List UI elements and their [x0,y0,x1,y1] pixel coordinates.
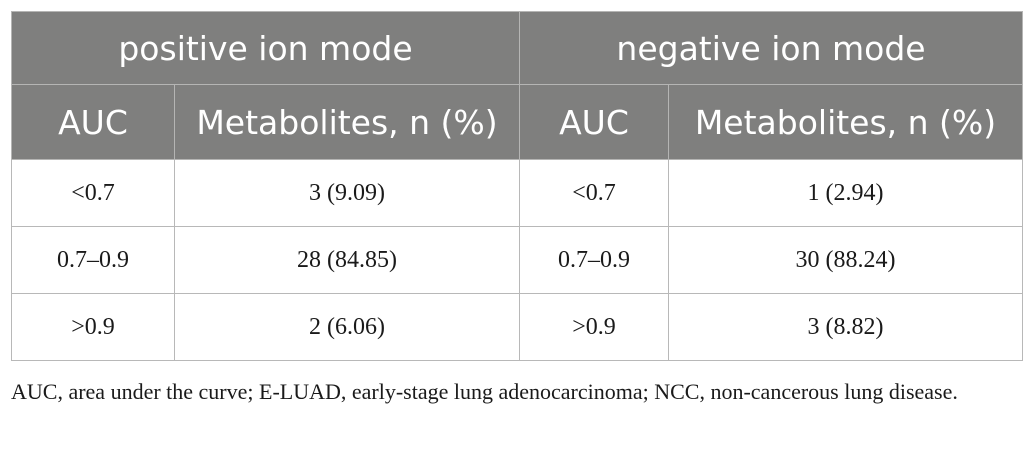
cell-auc-negative: <0.7 [519,159,669,227]
table-body: <0.7 3 (9.09) <0.7 1 (2.94) 0.7–0.9 28 (… [11,159,1024,361]
cell-metabolites-positive: 28 (84.85) [174,226,520,294]
table-footnote: AUC, area under the curve; E-LUAD, early… [11,379,958,404]
cell-metabolites-positive: 3 (9.09) [174,159,520,227]
table-row: <0.7 3 (9.09) <0.7 1 (2.94) [11,159,1024,227]
group-header-negative: negative ion mode [518,11,1024,85]
cell-auc-positive: <0.7 [11,159,175,227]
cell-auc-negative: 0.7–0.9 [519,226,669,294]
column-header-row: AUC Metabolites, n (%) AUC Metabolites, … [11,84,1024,160]
cell-metabolites-negative: 30 (88.24) [667,226,1024,294]
column-header-auc-negative: AUC [519,84,669,160]
cell-metabolites-positive: 2 (6.06) [174,293,520,361]
auc-metabolites-table: positive ion mode negative ion mode AUC … [11,11,1024,361]
table-header: positive ion mode negative ion mode AUC … [11,11,1024,160]
group-header-positive: positive ion mode [11,11,520,85]
cell-auc-positive: >0.9 [11,293,175,361]
column-header-auc-positive: AUC [11,84,175,160]
group-header-row: positive ion mode negative ion mode [11,11,1024,85]
column-header-metabolites-positive: Metabolites, n (%) [174,84,520,160]
cell-metabolites-negative: 1 (2.94) [667,159,1024,227]
table-row: >0.9 2 (6.06) >0.9 3 (8.82) [11,293,1024,361]
column-header-metabolites-negative: Metabolites, n (%) [667,84,1024,160]
table-row: 0.7–0.9 28 (84.85) 0.7–0.9 30 (88.24) [11,226,1024,294]
cell-auc-positive: 0.7–0.9 [11,226,175,294]
cell-auc-negative: >0.9 [519,293,669,361]
results-table-container: positive ion mode negative ion mode AUC … [11,11,1024,361]
cell-metabolites-negative: 3 (8.82) [667,293,1024,361]
